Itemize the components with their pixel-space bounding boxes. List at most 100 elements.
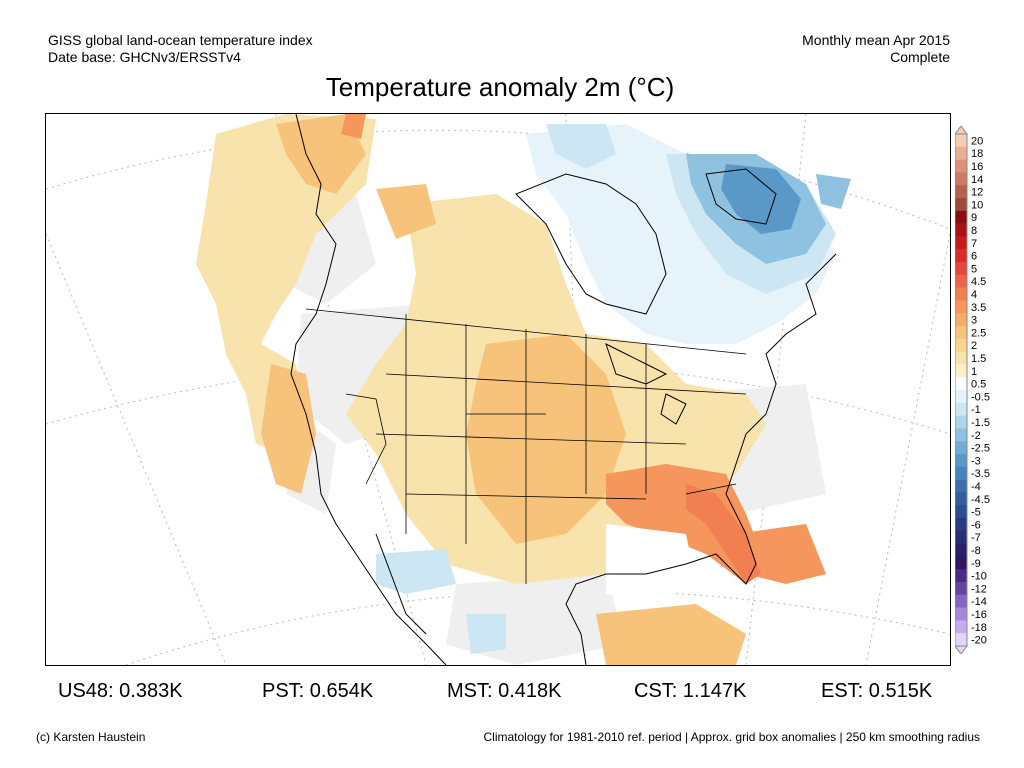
- colorbar-label: 8: [971, 225, 977, 237]
- colorbar-label: -4: [971, 481, 981, 493]
- period-label: Monthly mean Apr 2015: [802, 32, 950, 48]
- colorbar-label: -10: [971, 571, 987, 583]
- colorbar-swatch: [955, 633, 967, 647]
- colorbar-swatch: [955, 428, 967, 442]
- colorbar-swatch: [955, 594, 967, 608]
- colorbar-swatch: [955, 326, 967, 340]
- colorbar-label: 2.5: [971, 327, 986, 339]
- colorbar-label: -20: [971, 635, 987, 647]
- methodology-note: Climatology for 1981-2010 ref. period | …: [483, 730, 981, 744]
- stat-mst: MST: 0.418K: [447, 680, 562, 702]
- cool-anomaly-areas: [376, 124, 851, 654]
- colorbar-label: -0.5: [971, 391, 990, 403]
- colorbar-label: 1.5: [971, 353, 986, 365]
- colorbar-label: -18: [971, 622, 987, 634]
- colorbar-swatch: [955, 313, 967, 327]
- header-right: Monthly mean Apr 2015 Complete: [802, 32, 950, 66]
- colorbar-label: 16: [971, 161, 983, 173]
- colorbar-label: 4: [971, 289, 977, 301]
- colorbar-label: -9: [971, 558, 981, 570]
- colorbar-label: 6: [971, 251, 977, 263]
- colorbar-label: 9: [971, 212, 977, 224]
- stat-est: EST: 0.515K: [821, 680, 933, 702]
- colorbar-swatch: [955, 543, 967, 557]
- colorbar-label: 0.5: [971, 379, 986, 391]
- colorbar-label: 12: [971, 187, 983, 199]
- colorbar-swatch: [955, 607, 967, 621]
- colorbar-label: 14: [971, 174, 983, 186]
- colorbar-swatch: [955, 249, 967, 263]
- colorbar-swatch: [955, 569, 967, 583]
- colorbar-swatch: [955, 198, 967, 212]
- colorbar-swatch: [955, 620, 967, 634]
- colorbar-swatch: [955, 300, 967, 314]
- colorbar-label: -16: [971, 609, 987, 621]
- map-title: Temperature anomaly 2m (°C): [325, 72, 675, 102]
- state-borders: [305, 308, 747, 584]
- anomaly-map: [45, 113, 951, 666]
- completeness-label: Complete: [890, 49, 950, 65]
- colorbar-label: -1: [971, 404, 981, 416]
- colorbar-label: -12: [971, 583, 987, 595]
- stat-pst: PST: 0.654K: [262, 680, 374, 702]
- colorbar-swatch: [955, 492, 967, 506]
- colorbar-label: -4.5: [971, 494, 990, 506]
- colorbar-swatch: [955, 134, 967, 148]
- colorbar-label: -3: [971, 455, 981, 467]
- colorbar-top-arrow: [955, 126, 968, 135]
- stat-cst: CST: 1.147K: [634, 680, 747, 702]
- colorbar-swatch: [955, 505, 967, 519]
- colorbar-swatch: [955, 582, 967, 596]
- colorbar-swatch: [955, 402, 967, 416]
- colorbar-swatch: [955, 287, 967, 301]
- colorbar-label: 4.5: [971, 276, 986, 288]
- colorbar-label: -2: [971, 430, 981, 442]
- coastlines: [290, 114, 837, 665]
- colorbar-label: 20: [971, 135, 983, 147]
- colorbar-swatch: [955, 454, 967, 468]
- colorbar: 201816141210987654.543.532.521.510.5-0.5…: [955, 126, 990, 654]
- colorbar-label: 10: [971, 199, 983, 211]
- colorbar-label: 7: [971, 238, 977, 250]
- colorbar-label: 1: [971, 366, 977, 378]
- colorbar-swatch: [955, 185, 967, 199]
- colorbar-label: -1.5: [971, 417, 990, 429]
- index-name: GISS global land-ocean temperature index: [48, 32, 313, 48]
- colorbar-swatch: [955, 556, 967, 570]
- colorbar-label: -5: [971, 507, 981, 519]
- colorbar-swatch: [955, 390, 967, 404]
- colorbar-swatch: [955, 441, 967, 455]
- colorbar-label: 2: [971, 340, 977, 352]
- colorbar-swatch: [955, 146, 967, 160]
- colorbar-swatch: [955, 377, 967, 391]
- colorbar-label: -7: [971, 532, 981, 544]
- colorbar-label: -2.5: [971, 443, 990, 455]
- colorbar-swatch: [955, 210, 967, 224]
- data-base: Date base: GHCNv3/ERSSTv4: [48, 49, 241, 65]
- colorbar-swatch: [955, 415, 967, 429]
- copyright: (c) Karsten Haustein: [36, 730, 146, 744]
- header-left: GISS global land-ocean temperature index…: [48, 32, 313, 66]
- colorbar-label: 3: [971, 315, 977, 327]
- colorbar-swatch: [955, 172, 967, 186]
- colorbar-swatch: [955, 530, 967, 544]
- colorbar-label: -3.5: [971, 468, 990, 480]
- colorbar-swatch: [955, 236, 967, 250]
- colorbar-label: -14: [971, 596, 987, 608]
- colorbar-swatch: [955, 274, 967, 288]
- colorbar-swatch: [955, 466, 967, 480]
- colorbar-swatch: [955, 159, 967, 173]
- colorbar-swatch: [955, 223, 967, 237]
- colorbar-swatch: [955, 262, 967, 276]
- colorbar-swatch: [955, 351, 967, 365]
- colorbar-swatch: [955, 479, 967, 493]
- colorbar-bottom-arrow: [955, 645, 968, 654]
- colorbar-label: -8: [971, 545, 981, 557]
- colorbar-frame: [955, 133, 968, 647]
- colorbar-label: 18: [971, 148, 983, 160]
- colorbar-label: 3.5: [971, 302, 986, 314]
- colorbar-swatch: [955, 364, 967, 378]
- colorbar-label: -6: [971, 519, 981, 531]
- colorbar-label: 5: [971, 263, 977, 275]
- colorbar-swatch: [955, 338, 967, 352]
